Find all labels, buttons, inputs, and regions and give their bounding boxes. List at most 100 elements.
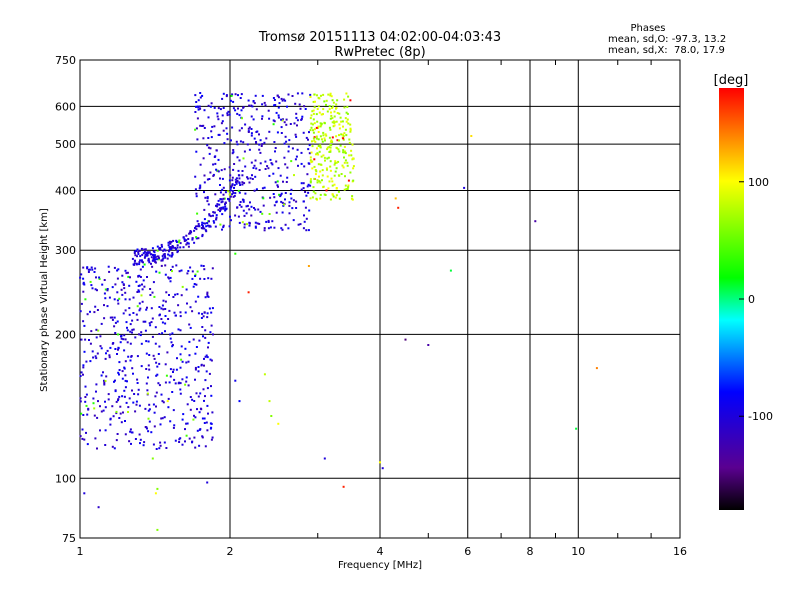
data-point bbox=[150, 321, 153, 324]
data-point bbox=[248, 224, 251, 227]
data-point bbox=[137, 393, 140, 396]
data-point bbox=[201, 94, 204, 97]
data-point bbox=[161, 400, 164, 403]
data-point bbox=[222, 107, 225, 109]
data-point bbox=[352, 165, 355, 168]
data-point bbox=[318, 175, 320, 178]
data-point bbox=[195, 101, 198, 103]
data-point bbox=[343, 188, 346, 191]
data-point bbox=[349, 99, 352, 102]
data-point bbox=[271, 220, 274, 223]
data-point bbox=[126, 326, 128, 329]
data-point bbox=[321, 179, 323, 182]
data-point bbox=[301, 92, 304, 95]
data-point bbox=[123, 349, 126, 352]
data-point bbox=[164, 308, 167, 310]
data-point bbox=[332, 195, 335, 198]
data-point bbox=[147, 430, 150, 433]
data-point bbox=[108, 356, 111, 359]
data-point bbox=[317, 153, 320, 156]
data-point bbox=[269, 158, 272, 161]
data-point bbox=[117, 371, 120, 374]
data-point bbox=[232, 149, 235, 151]
data-point bbox=[283, 121, 286, 124]
data-point bbox=[81, 428, 84, 431]
data-point bbox=[312, 129, 314, 132]
data-point bbox=[253, 102, 256, 105]
data-point bbox=[322, 113, 324, 116]
data-point bbox=[351, 198, 354, 201]
data-point bbox=[208, 214, 211, 217]
data-point bbox=[276, 180, 279, 183]
data-point bbox=[309, 156, 312, 159]
data-point bbox=[261, 143, 264, 146]
data-point bbox=[334, 162, 337, 165]
data-point bbox=[218, 207, 221, 210]
data-point bbox=[205, 230, 208, 233]
data-point bbox=[85, 393, 88, 396]
data-point bbox=[231, 126, 234, 129]
data-point bbox=[338, 174, 341, 177]
data-point bbox=[195, 105, 197, 108]
data-point bbox=[147, 257, 150, 260]
data-point bbox=[219, 223, 222, 226]
data-point bbox=[198, 187, 201, 190]
data-point bbox=[231, 179, 234, 182]
data-point bbox=[237, 107, 239, 110]
data-point bbox=[220, 198, 223, 201]
data-point bbox=[254, 94, 257, 97]
data-point bbox=[151, 291, 154, 294]
data-point bbox=[195, 392, 198, 395]
data-point bbox=[96, 416, 99, 419]
data-point bbox=[314, 173, 317, 176]
data-point bbox=[312, 112, 315, 115]
data-point bbox=[199, 92, 202, 94]
colorbar-tick-label: -100 bbox=[748, 410, 773, 423]
data-point bbox=[154, 342, 157, 345]
data-point bbox=[302, 187, 305, 190]
data-point bbox=[189, 306, 192, 309]
data-point bbox=[181, 285, 184, 288]
data-point bbox=[131, 389, 133, 392]
data-point bbox=[350, 149, 353, 152]
data-point bbox=[82, 320, 85, 323]
data-point bbox=[122, 312, 125, 315]
data-point bbox=[281, 99, 284, 102]
data-point bbox=[286, 166, 289, 169]
data-point bbox=[158, 271, 161, 274]
data-point bbox=[309, 184, 312, 187]
data-point bbox=[300, 117, 303, 120]
data-point bbox=[305, 217, 308, 220]
data-point bbox=[303, 105, 306, 108]
data-point bbox=[283, 142, 286, 145]
data-point bbox=[258, 222, 261, 225]
data-point bbox=[335, 135, 338, 138]
data-point bbox=[222, 186, 225, 189]
data-point bbox=[142, 279, 145, 282]
data-point bbox=[80, 371, 83, 374]
data-point bbox=[287, 145, 290, 148]
data-point bbox=[206, 197, 209, 200]
data-point bbox=[141, 300, 144, 303]
data-point bbox=[103, 304, 105, 307]
data-point bbox=[330, 140, 333, 143]
data-point bbox=[208, 372, 211, 375]
data-point bbox=[204, 395, 206, 398]
data-point bbox=[140, 331, 143, 334]
data-point bbox=[134, 254, 137, 257]
data-point bbox=[135, 403, 138, 406]
data-point bbox=[179, 246, 182, 249]
data-point bbox=[185, 376, 188, 379]
data-point bbox=[142, 444, 145, 447]
data-point bbox=[126, 341, 129, 344]
data-point bbox=[235, 181, 238, 184]
data-point bbox=[170, 341, 173, 344]
data-point bbox=[97, 506, 100, 509]
data-point bbox=[195, 237, 198, 240]
data-point bbox=[208, 178, 211, 180]
data-point bbox=[289, 192, 292, 195]
data-point bbox=[259, 210, 262, 213]
data-point bbox=[277, 114, 280, 117]
data-point bbox=[206, 196, 209, 199]
data-point bbox=[241, 181, 244, 184]
